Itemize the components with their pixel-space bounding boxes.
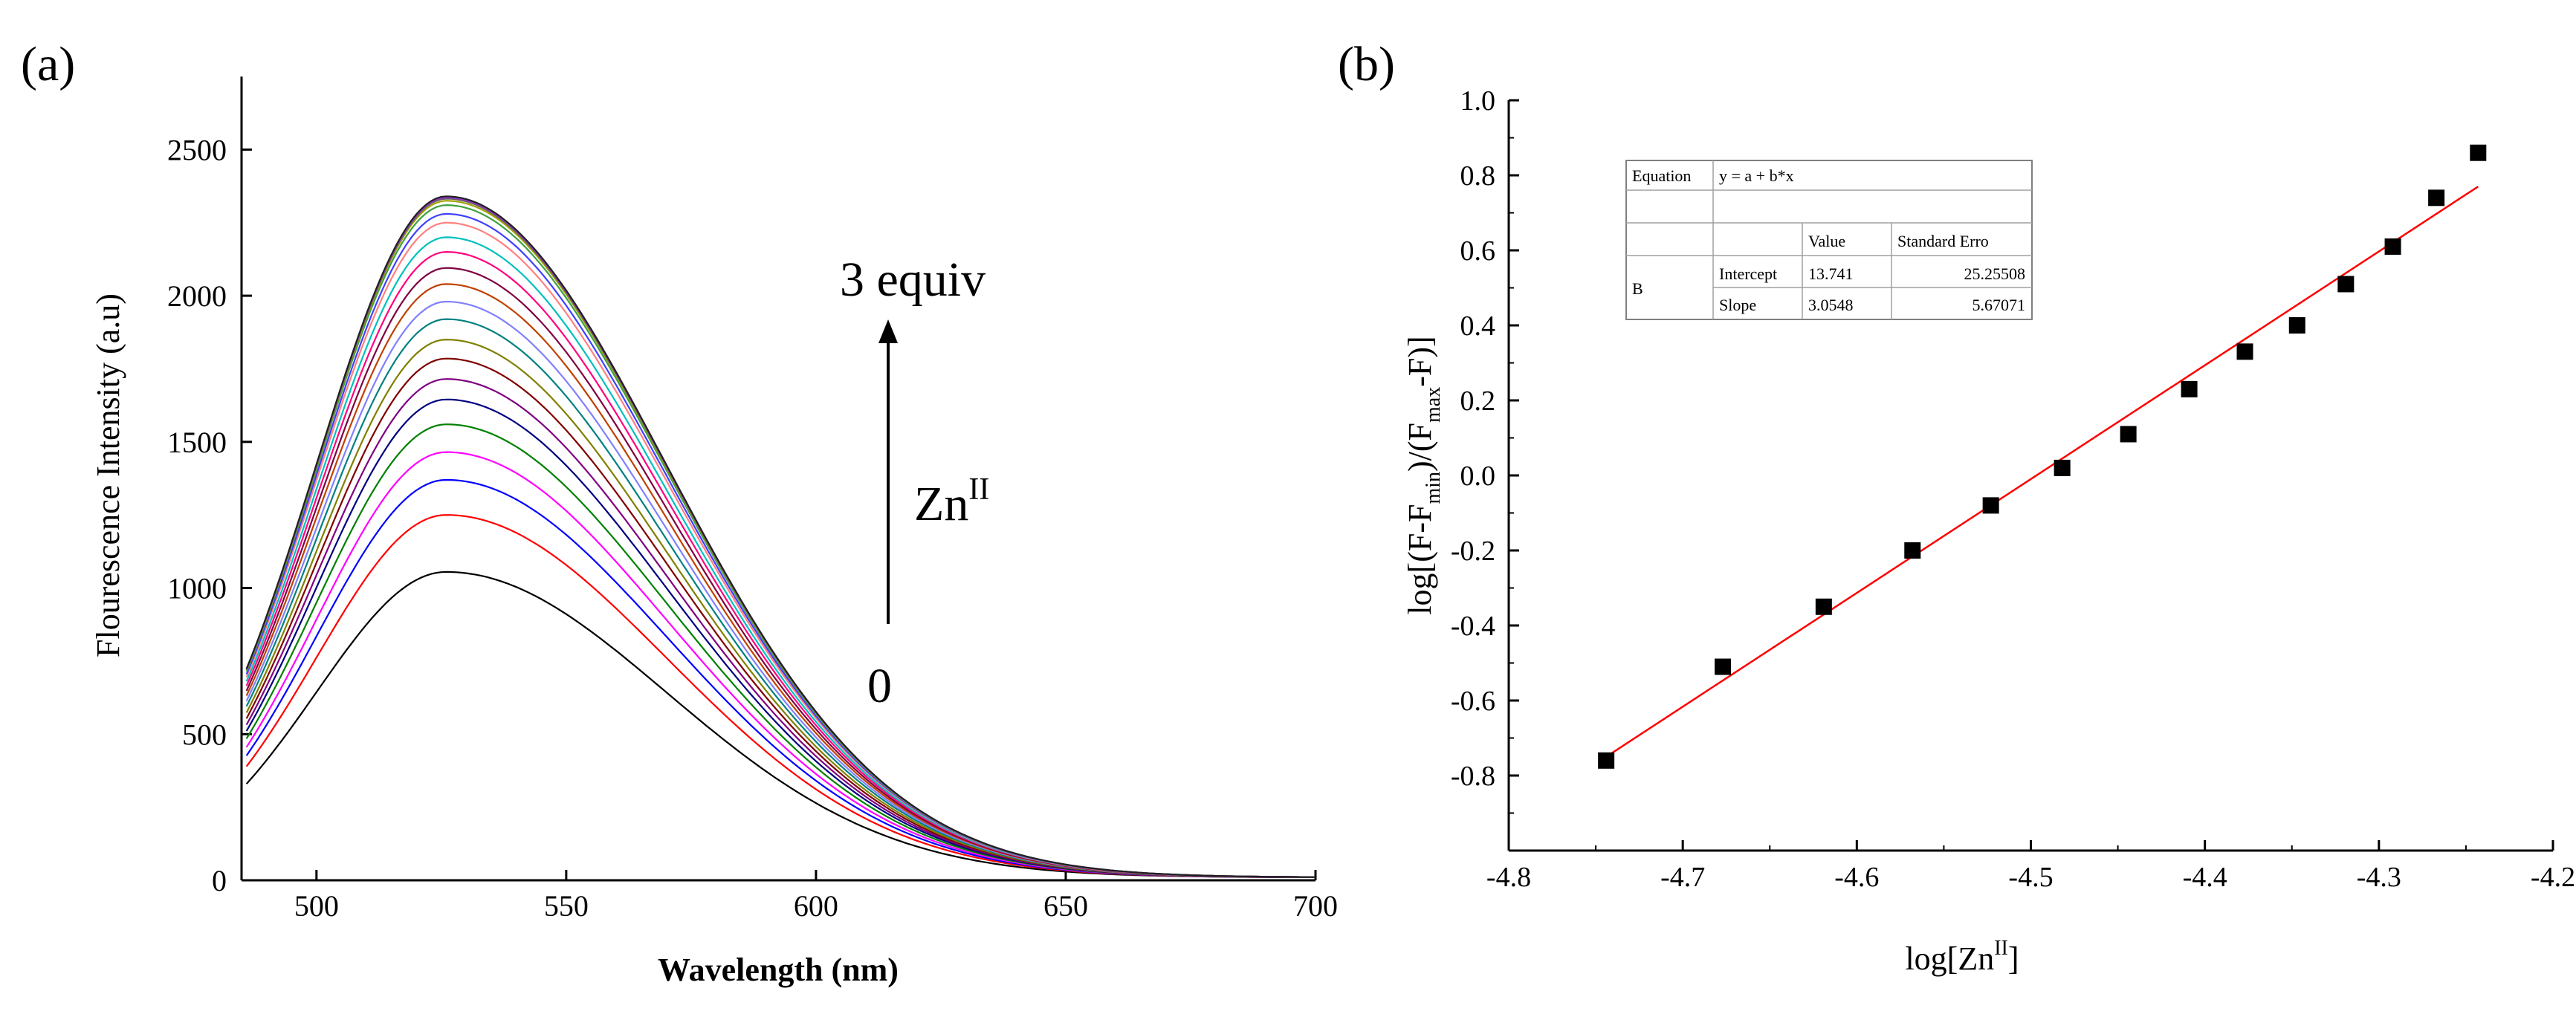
a-y-tick-label: 2500: [167, 133, 227, 166]
spectrum-line-12: [245, 283, 1315, 878]
b-y-tick-label: -0.4: [1451, 611, 1495, 642]
data-point-7: [2120, 426, 2137, 443]
annotation-3-equiv: 3 equiv: [840, 253, 986, 307]
a-y-tick-label: 2000: [167, 279, 227, 313]
fit-table-header-value: Value: [1808, 232, 1845, 250]
data-point-2: [1715, 658, 1732, 675]
fit-table-border: [1625, 160, 2033, 320]
a-curves: [245, 195, 1316, 878]
fit-table-header-error: Standard Erro: [1897, 232, 1989, 250]
data-point-4: [1904, 542, 1921, 559]
data-point-9: [2236, 343, 2253, 360]
b-x-tick-label: -4.7: [1660, 862, 1705, 893]
a-y-tick-label: 500: [182, 718, 227, 751]
a-y-tick-label: 1000: [167, 572, 227, 605]
b-x-tick-label: -4.4: [2183, 862, 2227, 893]
a-y-tick-label: 1500: [167, 426, 227, 459]
panel-b: (b) -4.8 -4.7 -4.6 -4.5 -4.4 -4.3 -4.2 -0.8 -0.6…: [1338, 37, 2575, 977]
spectrum-line-19: [245, 200, 1315, 878]
spectrum-line-20: [245, 198, 1315, 878]
data-point-10: [2288, 317, 2305, 334]
data-point-11: [2337, 276, 2355, 293]
fit-table-slope-value: 3.0548: [1808, 296, 1854, 314]
data-point-14: [2470, 144, 2487, 161]
data-point-12: [2384, 238, 2401, 255]
spectrum-line-1: [245, 571, 1315, 878]
fit-table: Equation y = a + b*x Value Standard Erro…: [1625, 160, 2033, 320]
spectrum-line-7: [245, 378, 1315, 878]
b-y-tick-label: 0.4: [1460, 311, 1496, 342]
b-y-tick-label: 0.0: [1460, 461, 1496, 492]
data-point-13: [2428, 189, 2445, 207]
b-y-tick-label: 1.0: [1460, 85, 1496, 117]
data-point-1: [1598, 752, 1615, 769]
fit-table-equation-label: Equation: [1632, 166, 1691, 185]
b-fit-line-group: [1605, 186, 2479, 758]
data-point-5: [1982, 497, 1999, 514]
fit-table-intercept-value: 13.741: [1808, 264, 1854, 283]
data-point-3: [1815, 598, 1832, 615]
panel-label-a: (a): [21, 37, 75, 91]
fit-table-equation: y = a + b*x: [1719, 166, 1794, 185]
spectrum-line-21: [245, 196, 1315, 878]
annotation-zero: 0: [867, 659, 892, 713]
a-y-axis-label: Flourescence Intensity (a.u): [90, 293, 126, 657]
increase-arrow-icon: [878, 319, 898, 343]
fit-table-group: B: [1632, 279, 1643, 298]
b-x-axis-label: log[ZnII]: [1905, 937, 2019, 977]
b-x-tick-label: -4.3: [2357, 862, 2401, 893]
spectrum-line-3: [245, 478, 1316, 878]
b-y-tick-label: -0.2: [1451, 536, 1495, 567]
b-ticks: -4.8 -4.7 -4.6 -4.5 -4.4 -4.3 -4.2 -0.8 -0.6 -0.4…: [1451, 85, 2575, 893]
a-y-tick-label: 0: [212, 864, 227, 897]
a-x-tick-label: 600: [794, 889, 838, 923]
fit-table-intercept-error: 25.25508: [1964, 264, 2026, 283]
spectrum-line-10: [245, 318, 1316, 878]
b-y-tick-label: -0.6: [1451, 686, 1495, 717]
spectrum-line-11: [245, 300, 1316, 878]
b-y-tick-label: 0.8: [1460, 160, 1496, 192]
panel-a: (a) 500 550 600 650 70005001000150020002500 …: [21, 37, 1338, 988]
spectrum-line-18: [245, 204, 1315, 878]
spectrum-line-5: [245, 423, 1315, 878]
spectrum-line-17: [245, 212, 1315, 878]
b-x-tick-label: -4.8: [1486, 862, 1531, 893]
a-x-axis-label: Wavelength (nm): [658, 952, 899, 988]
b-x-tick-label: -4.6: [1834, 862, 1879, 893]
spectrum-line-16: [245, 221, 1315, 878]
spectrum-line-22: [245, 195, 1315, 878]
panel-label-b: (b): [1338, 37, 1395, 91]
fit-table-intercept-label: Intercept: [1719, 264, 1777, 283]
spectrum-line-8: [245, 357, 1315, 878]
b-x-tick-label: -4.5: [2008, 862, 2053, 893]
spectrum-line-14: [245, 250, 1315, 878]
a-x-tick-label: 500: [294, 889, 339, 923]
data-point-8: [2181, 380, 2198, 397]
annotation-zn: ZnII: [914, 472, 989, 531]
fit-line: [1605, 186, 2479, 758]
a-ticks: 500 550 600 650 700 0 500 1000 1500 2000 2500: [167, 133, 1338, 923]
data-point-6: [2054, 459, 2071, 476]
b-y-tick-label: 0.6: [1460, 235, 1496, 267]
spectrum-line-13: [245, 267, 1315, 878]
a-x-tick-label: 700: [1293, 889, 1338, 923]
b-y-tick-label: -0.8: [1451, 761, 1495, 792]
a-x-tick-label: 550: [544, 889, 589, 923]
b-y-axis-label: log[(F-Fmin)/(Fmax-F)]: [1402, 336, 1445, 614]
fit-table-slope-label: Slope: [1719, 296, 1756, 314]
b-x-tick-label: -4.2: [2531, 862, 2575, 893]
fit-table-slope-error: 5.67071: [1973, 296, 2026, 314]
a-x-tick-label: 650: [1043, 889, 1088, 923]
b-y-tick-label: 0.2: [1460, 386, 1496, 417]
b-points: [1598, 144, 2487, 769]
